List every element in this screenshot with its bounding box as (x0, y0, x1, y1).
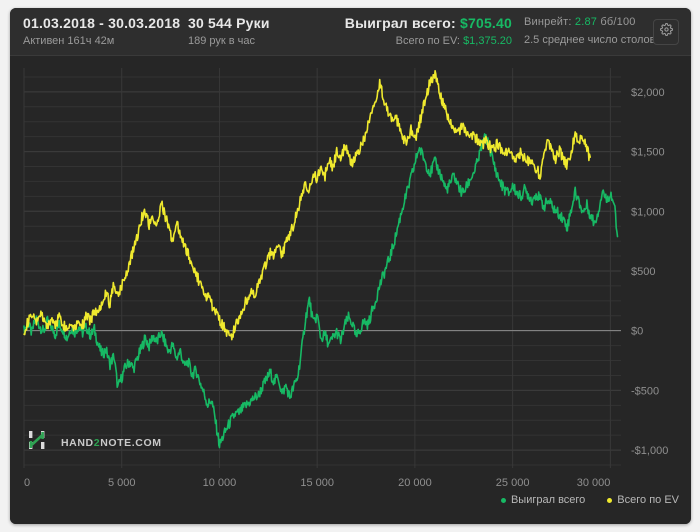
svg-text:10 000: 10 000 (203, 477, 237, 489)
x-axis-labels: 0 5 000 10 000 15 000 20 000 25 000 30 000 (24, 477, 610, 489)
legend-label-won: Выиграл всего (510, 494, 586, 506)
svg-text:20 000: 20 000 (398, 477, 432, 489)
total-won-row: Выиграл всего: $705.40 (296, 15, 512, 32)
gear-icon (659, 23, 673, 41)
winrate-label: Винрейт: (524, 16, 572, 28)
winrate-row: Винрейт: 2.87 бб/100 (524, 15, 656, 30)
svg-text:25 000: 25 000 (496, 477, 530, 489)
grid-major (24, 91, 621, 451)
svg-text:0: 0 (24, 477, 30, 489)
legend-label-ev: Всего по EV (617, 494, 679, 506)
legend-item-ev[interactable]: Всего по EV (607, 494, 679, 506)
svg-text:$2,000: $2,000 (631, 87, 665, 99)
hands-per-hour: 189 рук в час (188, 35, 256, 47)
chart-area: -$1,000 -$500 $0 $500 $1,000 $1,500 $2,000 0 5 … (10, 56, 691, 524)
active-time-label: Активен 161ч 42м (23, 35, 115, 47)
svg-text:-$1,000: -$1,000 (631, 445, 668, 457)
svg-text:$1,500: $1,500 (631, 147, 665, 159)
svg-text:5 000: 5 000 (108, 477, 136, 489)
svg-text:30 000: 30 000 (577, 477, 611, 489)
svg-text:15 000: 15 000 (300, 477, 334, 489)
total-ev-value: $1,375.20 (463, 35, 512, 47)
legend-dot-ev (607, 497, 613, 503)
total-ev-label: Всего по EV: (395, 35, 460, 47)
winrate-value: 2.87 (574, 16, 598, 28)
hands-count: 30 544 Руки (188, 15, 270, 31)
grid-vertical (23, 68, 611, 468)
winrate-block: Винрейт: 2.87 бб/100 2.5 среднее число с… (524, 15, 656, 48)
date-range-title: 01.03.2018 - 30.03.2018 (23, 15, 181, 31)
y-axis-labels: -$1,000 -$500 $0 $500 $1,000 $1,500 $2,000 (631, 87, 668, 457)
winrate-unit: бб/100 (600, 16, 636, 28)
svg-text:$1,000: $1,000 (631, 206, 665, 218)
avg-tables-label: 2.5 среднее число столов (524, 34, 656, 46)
legend-item-won[interactable]: Выиграл всего (500, 494, 586, 506)
chart-legend: Выиграл всего Всего по EV (500, 494, 679, 506)
legend-dot-won (500, 497, 506, 503)
stats-panel: 01.03.2018 - 30.03.2018 Активен 161ч 42м… (10, 8, 691, 524)
svg-text:$500: $500 (631, 266, 655, 278)
total-ev-row: Всего по EV: $1,375.20 (296, 34, 512, 49)
total-won-label: Выиграл всего: (344, 15, 456, 31)
total-won-value: $705.40 (459, 15, 512, 31)
hands-block: 30 544 Руки 189 рук в час (188, 15, 270, 49)
svg-text:-$500: -$500 (631, 385, 659, 397)
svg-text:$0: $0 (631, 326, 643, 338)
series-lines (23, 70, 619, 449)
winnings-graph[interactable]: -$1,000 -$500 $0 $500 $1,000 $1,500 $2,000 0 5 … (10, 56, 691, 524)
winnings-block: Выиграл всего: $705.40 Всего по EV: $1,3… (296, 15, 512, 49)
stats-header: 01.03.2018 - 30.03.2018 Активен 161ч 42м… (10, 8, 691, 56)
date-range-block: 01.03.2018 - 30.03.2018 Активен 161ч 42м (23, 15, 180, 49)
settings-button[interactable] (653, 19, 679, 45)
